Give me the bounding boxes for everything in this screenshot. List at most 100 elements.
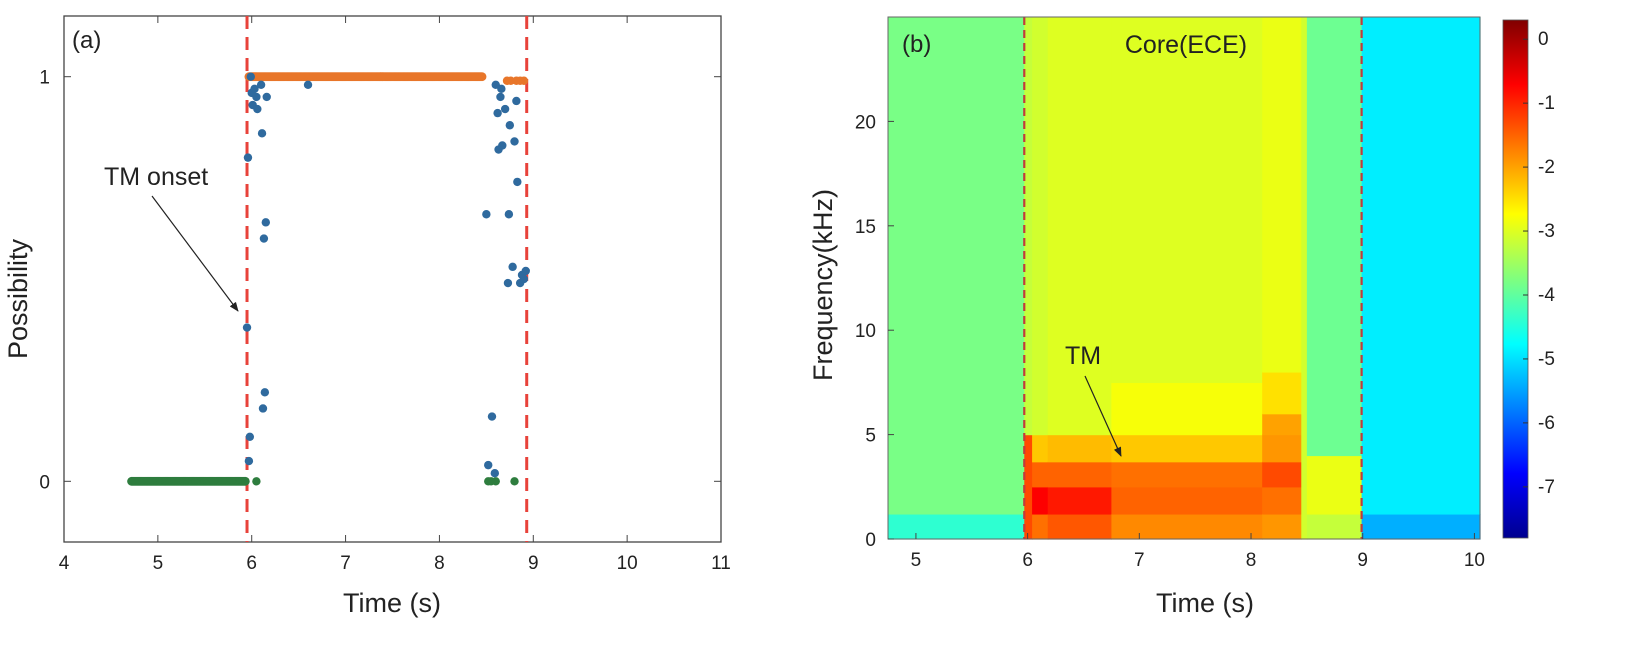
heatmap-cell <box>1032 17 1049 436</box>
x-tick-label: 7 <box>1134 550 1145 571</box>
heatmap-cell <box>1047 486 1112 515</box>
heatmap-cell <box>1032 434 1049 463</box>
data-point <box>503 278 513 288</box>
colorbar-tick-label: -2 <box>1538 157 1555 178</box>
colorbar-tick-label: 0 <box>1538 29 1549 50</box>
data-point <box>262 92 271 102</box>
data-point <box>513 177 522 187</box>
data-point <box>252 92 261 102</box>
panel-b-annotation-tm: TM <box>1065 342 1101 370</box>
x-tick-label: 5 <box>911 550 922 571</box>
panel-b-title: Core(ECE) <box>1125 31 1247 59</box>
heatmap-cell <box>1111 382 1263 436</box>
data-point <box>245 432 255 441</box>
panel-a-axes-frame <box>63 15 722 543</box>
panel-b-tag: (b) <box>902 31 931 58</box>
heatmap-cell <box>1301 17 1308 540</box>
data-point <box>505 121 515 130</box>
x-tick-label: 10 <box>617 553 638 574</box>
x-tick-label: 4 <box>59 553 70 574</box>
heatmap-cell <box>1047 17 1112 436</box>
panel-a-x-ticks: 4 5 6 7 8 9 10 11 <box>59 16 731 574</box>
x-tick-label: 11 <box>711 553 731 574</box>
panel-b-axes-frame <box>887 16 1481 540</box>
data-point <box>504 210 514 219</box>
data-point <box>510 477 519 486</box>
heatmap-cell <box>1032 513 1049 540</box>
x-tick-label: 9 <box>1357 550 1368 571</box>
heatmap-cell <box>1032 461 1049 488</box>
heatmap-cell <box>1047 461 1112 488</box>
x-tick-label: 9 <box>528 553 539 574</box>
y-tick-label: 0 <box>865 530 876 551</box>
heatmap-cell <box>1262 434 1302 463</box>
heatmap-cell <box>1111 17 1263 383</box>
data-point <box>243 153 253 162</box>
panel-a-y-ticks: 01 <box>39 68 721 493</box>
heatmap-cell <box>1047 513 1112 540</box>
heatmap-cell <box>1111 434 1263 463</box>
x-tick-label: 6 <box>1022 550 1033 571</box>
data-point <box>240 476 250 486</box>
data-point <box>484 460 493 470</box>
heatmap-cell <box>1262 486 1302 515</box>
x-tick-label: 8 <box>1246 550 1257 571</box>
panel-b-y-ticks: 0 5 10 15 20 <box>855 112 894 551</box>
data-point <box>250 84 259 94</box>
data-point <box>482 210 491 219</box>
data-point <box>497 84 506 94</box>
data-point <box>477 72 487 82</box>
x-tick-label: 7 <box>340 553 351 574</box>
panel-b-y-axis-label: Frequency(kHz) <box>808 189 838 381</box>
panel-b-x-ticks: 5 6 7 8 9 10 <box>911 533 1485 571</box>
data-point <box>257 129 267 138</box>
panel-a-annotation-arrow <box>151 195 239 312</box>
data-point <box>242 323 252 332</box>
data-point <box>512 96 521 106</box>
data-point <box>519 274 529 284</box>
data-point <box>259 234 269 243</box>
panel-a-tag: (a) <box>72 27 101 54</box>
panel-b-threshold-lines <box>1023 17 1363 539</box>
heatmap-cell <box>1306 17 1363 457</box>
panel-b-spectrogram <box>888 17 1481 540</box>
colorbar-tick-label: -6 <box>1538 413 1555 434</box>
data-point <box>490 469 500 478</box>
y-tick-label: 1 <box>39 68 50 89</box>
y-tick-label: 20 <box>855 112 876 133</box>
panel-a-annotation-tm-onset: TM onset <box>104 163 208 191</box>
heatmap-cell <box>888 513 1025 540</box>
panel-b-x-axis-label: Time (s) <box>1156 588 1254 618</box>
panel-a-points <box>127 72 530 486</box>
data-point <box>261 218 270 227</box>
heatmap-cell <box>1262 17 1302 373</box>
data-point <box>244 456 254 466</box>
data-point <box>510 137 519 146</box>
colorbar-tick-label: -4 <box>1538 285 1555 306</box>
y-tick-label: 10 <box>855 321 876 342</box>
data-point <box>500 104 510 114</box>
heatmap-cell <box>1361 17 1481 515</box>
data-point <box>493 108 502 118</box>
colorbar-tick-label: -5 <box>1538 349 1555 370</box>
heatmap-cell <box>1262 413 1302 436</box>
y-tick-label: 0 <box>39 472 50 493</box>
data-point <box>256 80 266 89</box>
heatmap-cell <box>1262 461 1302 488</box>
heatmap-cell <box>1047 434 1112 463</box>
x-tick-label: 5 <box>153 553 164 574</box>
heatmap-cell <box>888 17 1025 515</box>
heatmap-cell <box>1032 486 1049 515</box>
data-point <box>496 92 505 102</box>
data-point <box>498 141 507 150</box>
panel-a-scatter: 4 5 6 7 8 9 10 11 01 (a) Time (s) Possibility T… <box>3 15 731 618</box>
heatmap-cell <box>1262 371 1302 415</box>
heatmap-cell <box>1024 17 1033 436</box>
heatmap-cell <box>1111 513 1263 540</box>
heatmap-cell <box>1024 434 1033 540</box>
heatmap-cell <box>1306 513 1363 540</box>
data-point <box>260 388 270 397</box>
x-tick-label: 6 <box>246 553 257 574</box>
